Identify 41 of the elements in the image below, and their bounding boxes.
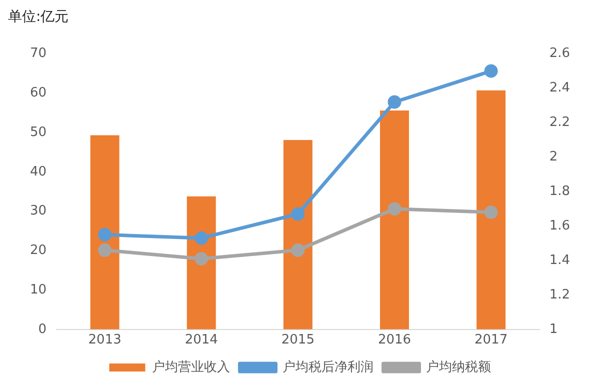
point [484, 206, 498, 220]
legend-label: 户均纳税额 [426, 360, 491, 375]
y2-tick-label: 1.6 [549, 218, 570, 234]
y2-tick-label: 1.8 [549, 184, 570, 199]
x-tick-label: 2014 [184, 332, 218, 348]
bar [283, 140, 312, 330]
y2-tick-label: 2 [549, 150, 558, 165]
y-tick-label: 70 [30, 46, 47, 62]
point [98, 228, 112, 242]
point [388, 95, 402, 109]
point [194, 252, 208, 266]
x-tick-label: 2016 [378, 332, 412, 348]
point [291, 207, 305, 221]
bar [186, 196, 216, 330]
point [388, 202, 402, 216]
point [291, 243, 305, 257]
point [98, 243, 112, 257]
point [194, 231, 208, 245]
bar [380, 110, 409, 330]
y2-tick-label: 1.4 [549, 252, 570, 268]
y2-tick-label: 2.2 [549, 115, 570, 130]
y-tick-label: 30 [30, 204, 47, 219]
point [484, 64, 498, 78]
x-tick-label: 2015 [281, 332, 314, 348]
y2-tick-label: 1 [549, 322, 558, 337]
legend-label: 户均税后净利润 [282, 360, 374, 375]
y-tick-label: 20 [30, 243, 47, 258]
bar [476, 90, 506, 330]
legend-label: 户均营业收入 [152, 360, 230, 375]
y-tick-label: 0 [38, 322, 47, 337]
y2-tick-label: 1.2 [549, 287, 570, 302]
y-axis-title: 单位:亿元 [8, 8, 69, 26]
x-tick-label: 2013 [88, 332, 122, 348]
y2-tick-label: 2.4 [549, 80, 570, 96]
y-tick-label: 50 [30, 124, 47, 140]
bar [90, 135, 120, 330]
y-tick-label: 10 [30, 282, 47, 298]
x-tick-label: 2017 [474, 332, 508, 348]
y-tick-label: 40 [30, 164, 47, 180]
y2-tick-label: 2.6 [549, 46, 570, 62]
y-tick-label: 60 [30, 86, 47, 101]
